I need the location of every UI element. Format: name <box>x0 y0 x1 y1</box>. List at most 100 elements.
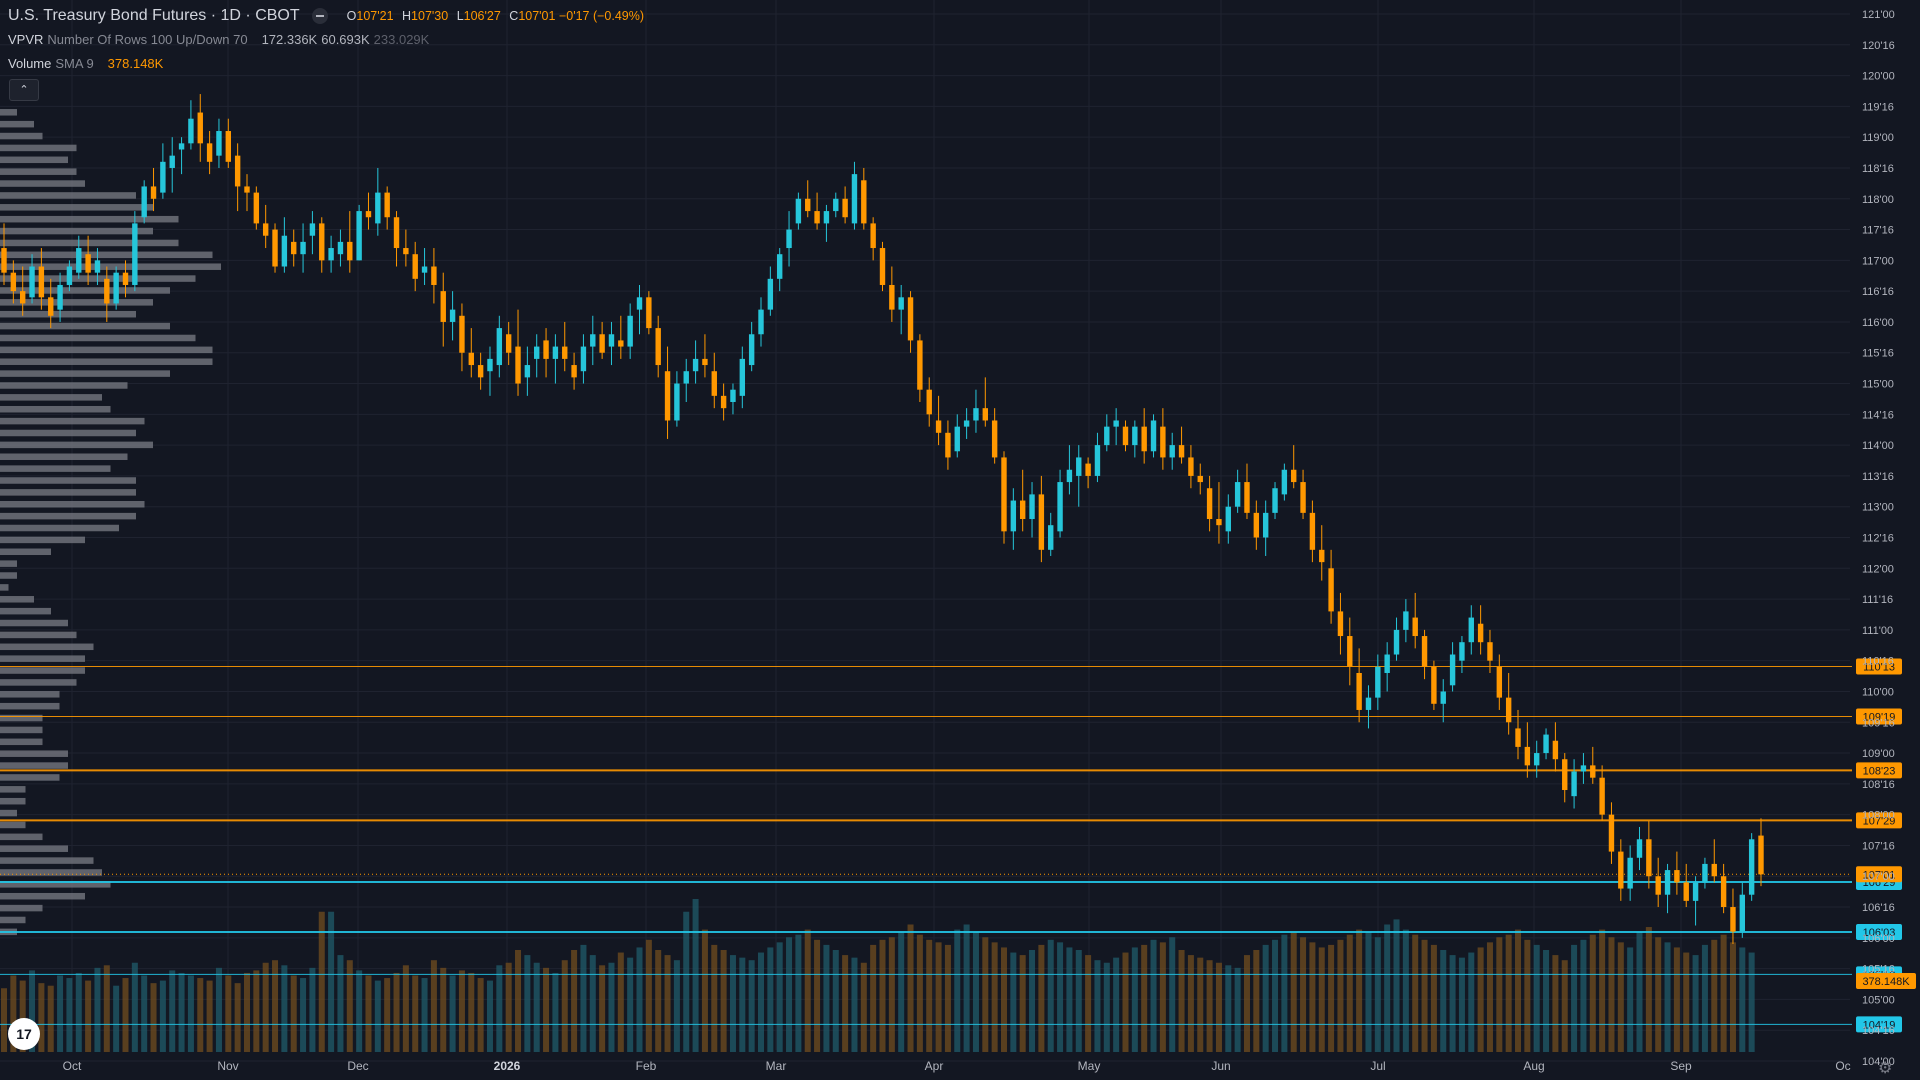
volume-name: Volume <box>8 55 52 71</box>
candle-body <box>935 420 942 433</box>
candle <box>1010 488 1017 550</box>
price-tick-label: 120'00 <box>1862 71 1895 83</box>
visibility-icon[interactable] <box>311 8 328 24</box>
volume-bar <box>515 950 522 1052</box>
candle-body <box>524 365 531 378</box>
volume-bar <box>842 955 849 1052</box>
candle <box>1262 500 1269 556</box>
price-tick-label: 105'16 <box>1862 964 1895 976</box>
candle <box>1636 826 1643 871</box>
volume-bar <box>963 924 970 1052</box>
time-axis: Oct Nov Dec 2026 Feb Mar Apr May Jun Jul Aug Sep Oc <box>63 1059 1851 1073</box>
volume-bar <box>543 967 550 1052</box>
candle <box>758 297 764 347</box>
candle <box>842 186 848 224</box>
volume-profile-row <box>0 572 17 579</box>
volume-bar <box>215 967 222 1052</box>
candle <box>1711 839 1717 883</box>
candle <box>1048 512 1054 556</box>
candle-body <box>1291 469 1297 483</box>
volume-bar <box>1281 934 1288 1052</box>
volume-profile-row <box>0 156 68 164</box>
candle-body <box>1347 636 1353 667</box>
volume-bar <box>449 975 456 1052</box>
volume-bar <box>1 988 7 1052</box>
volume-row[interactable]: Volume SMA 9 378.148K <box>8 52 644 74</box>
volume-bar <box>496 965 503 1052</box>
volume-profile-row <box>0 489 136 496</box>
candle <box>1094 432 1101 483</box>
price-tick-label: 118'00 <box>1862 194 1894 206</box>
candle <box>19 266 26 316</box>
volume-bar <box>300 978 307 1052</box>
candle-body <box>954 426 960 452</box>
candle-body <box>636 297 643 310</box>
candle <box>1066 445 1073 495</box>
candle-body <box>160 161 166 193</box>
price-tick-label: 106'00 <box>1862 933 1895 945</box>
volume-profile-row <box>0 144 77 152</box>
candle-body <box>1048 525 1054 550</box>
candle <box>767 266 774 316</box>
candle-body <box>748 334 755 366</box>
candle-body <box>169 155 175 168</box>
candle-body <box>1262 512 1269 538</box>
candle <box>76 235 82 279</box>
price-tick-label: 116'00 <box>1862 317 1894 329</box>
candle-body <box>1234 482 1241 507</box>
candle <box>1019 469 1026 532</box>
volume-bar <box>729 955 736 1052</box>
volume-bar <box>290 975 297 1052</box>
candle <box>861 167 867 230</box>
candle-body <box>113 272 119 304</box>
candle <box>1319 525 1325 581</box>
volume-bar <box>328 911 335 1052</box>
tradingview-logo-icon[interactable]: 17 <box>8 1018 40 1050</box>
volume-bar <box>627 957 634 1052</box>
volume-bar <box>1113 957 1120 1052</box>
level-tag <box>1856 924 1902 941</box>
volume-bar <box>599 965 606 1052</box>
candle <box>150 167 157 212</box>
candle <box>1337 592 1344 655</box>
volume-bar <box>1075 950 1082 1052</box>
candle-body <box>459 315 465 353</box>
volume-bar <box>1599 929 1606 1052</box>
horizontal-levels: 110'13109'19108'23107'29106'29106'03105'… <box>0 658 1916 1033</box>
candle <box>674 371 680 427</box>
candle-body <box>590 334 596 347</box>
candle-body <box>1468 617 1474 643</box>
collapse-legend-button[interactable]: ⌃ <box>9 79 39 101</box>
gear-icon[interactable]: ⚙ <box>1878 1060 1893 1077</box>
volume-bar <box>1019 955 1026 1052</box>
candle <box>459 303 465 372</box>
volume-profile-row <box>0 596 34 603</box>
time-tick-label: 2026 <box>494 1059 521 1073</box>
candle <box>1534 740 1540 778</box>
volume-bar <box>879 939 886 1052</box>
volume-profile-row <box>0 512 136 520</box>
candle-body <box>225 131 231 162</box>
volume-bar <box>851 957 858 1052</box>
candle <box>1253 500 1260 550</box>
close-value: 107'01 <box>518 9 556 23</box>
volume-bar <box>870 944 877 1052</box>
volume-bar <box>1664 942 1671 1052</box>
volume-bar <box>1178 950 1185 1052</box>
vpvr-row[interactable]: VPVR Number Of Rows 100 Up/Down 70 172.3… <box>8 28 644 50</box>
candle-body <box>1085 463 1091 476</box>
candle <box>1748 833 1755 901</box>
volume-profile-row <box>0 667 85 674</box>
volume-bar <box>393 972 400 1052</box>
candle-body <box>1206 488 1213 520</box>
volume-profile-row <box>0 762 68 769</box>
candle-body <box>973 408 979 421</box>
candle-body <box>1113 420 1119 427</box>
volume-profile-row <box>0 774 60 781</box>
candle-body <box>1178 445 1185 458</box>
candle-body <box>926 389 932 415</box>
symbol-title[interactable]: U.S. Treasury Bond Futures · 1D · CBOT <box>8 7 300 24</box>
candle <box>1206 475 1213 532</box>
candle <box>692 340 699 384</box>
